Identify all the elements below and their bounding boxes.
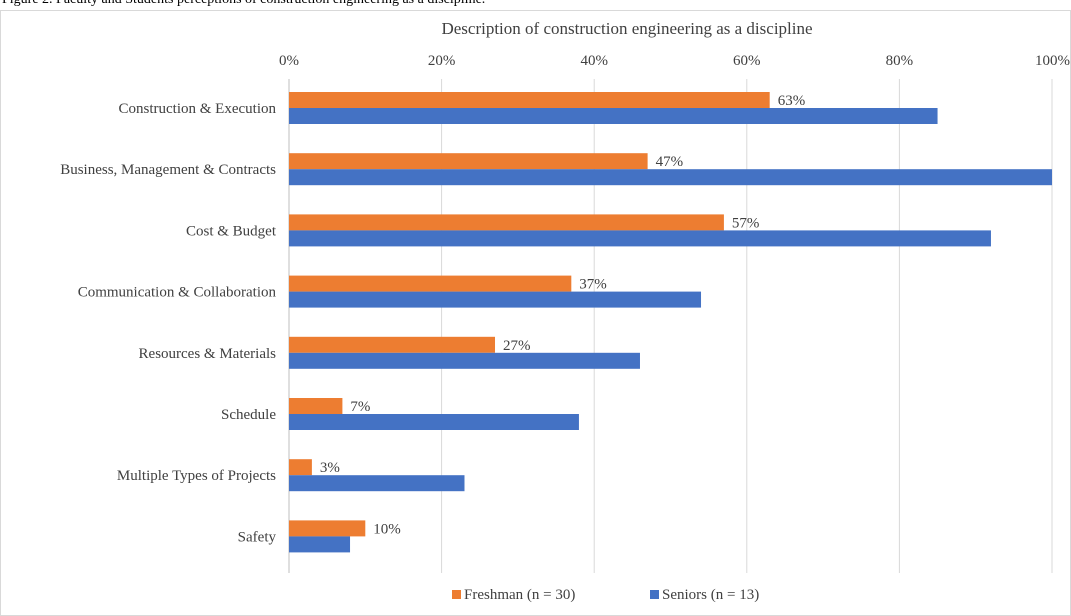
x-tick-label: 100% <box>1035 53 1070 69</box>
legend-label: Seniors (n = 13) <box>662 587 759 603</box>
bar-seniors <box>289 291 702 308</box>
chart-area: Description of construction engineering … <box>0 10 1071 616</box>
figure-caption: Figure 2. Faculty and Students perceptio… <box>2 0 485 8</box>
gridlines <box>288 79 1053 573</box>
legend-label: Freshman (n = 30) <box>464 587 575 603</box>
category-label: Construction & Execution <box>119 101 277 117</box>
bar-freshman <box>289 398 343 414</box>
bar-seniors <box>289 414 579 430</box>
bar-seniors <box>289 536 351 553</box>
bar-chart: Description of construction engineering … <box>60 19 1070 603</box>
data-label: 10% <box>373 521 401 537</box>
data-label: 63% <box>778 93 806 109</box>
data-label: 57% <box>732 215 760 231</box>
bar-seniors <box>289 230 991 247</box>
x-tick-label: 60% <box>733 53 761 69</box>
bar-seniors <box>289 352 640 369</box>
data-label: 3% <box>320 460 340 476</box>
data-label: 47% <box>656 154 684 170</box>
x-tick-label: 80% <box>886 53 914 69</box>
bar-freshman <box>289 214 724 231</box>
category-label: Cost & Budget <box>186 223 277 239</box>
category-label: Resources & Materials <box>139 346 277 362</box>
bar-freshman <box>289 92 770 108</box>
figure-caption-strip: Figure 2. Faculty and Students perceptio… <box>0 0 1071 10</box>
bar-freshman <box>289 520 366 537</box>
bars <box>289 92 1052 553</box>
x-axis-ticks: 0% 20% 40% 60% 80% 100% <box>279 53 1070 69</box>
chart-title: Description of construction engineering … <box>441 19 812 38</box>
data-label: 7% <box>350 399 370 415</box>
bar-seniors <box>289 108 938 124</box>
bar-seniors <box>289 169 1052 186</box>
legend: Freshman (n = 30) Seniors (n = 13) <box>452 587 759 603</box>
category-label: Multiple Types of Projects <box>117 468 276 484</box>
bar-freshman <box>289 459 312 476</box>
bar-freshman <box>289 336 496 353</box>
bar-freshman <box>289 275 572 292</box>
data-label: 27% <box>503 338 531 354</box>
x-tick-label: 0% <box>279 53 299 69</box>
category-label: Safety <box>238 529 277 545</box>
category-label: Schedule <box>221 407 276 423</box>
category-label: Communication & Collaboration <box>78 285 277 301</box>
x-tick-label: 40% <box>580 53 608 69</box>
category-label: Business, Management & Contracts <box>60 162 276 178</box>
legend-swatch <box>452 590 461 599</box>
data-labels: 63% 47% 57% 37% 27% 7% 3% 10% <box>320 93 805 537</box>
data-label: 37% <box>579 277 607 293</box>
category-labels: Construction & Execution Business, Manage… <box>60 101 277 545</box>
bar-freshman <box>289 153 648 170</box>
legend-swatch <box>650 590 659 599</box>
bar-seniors <box>289 475 465 492</box>
x-tick-label: 20% <box>428 53 456 69</box>
